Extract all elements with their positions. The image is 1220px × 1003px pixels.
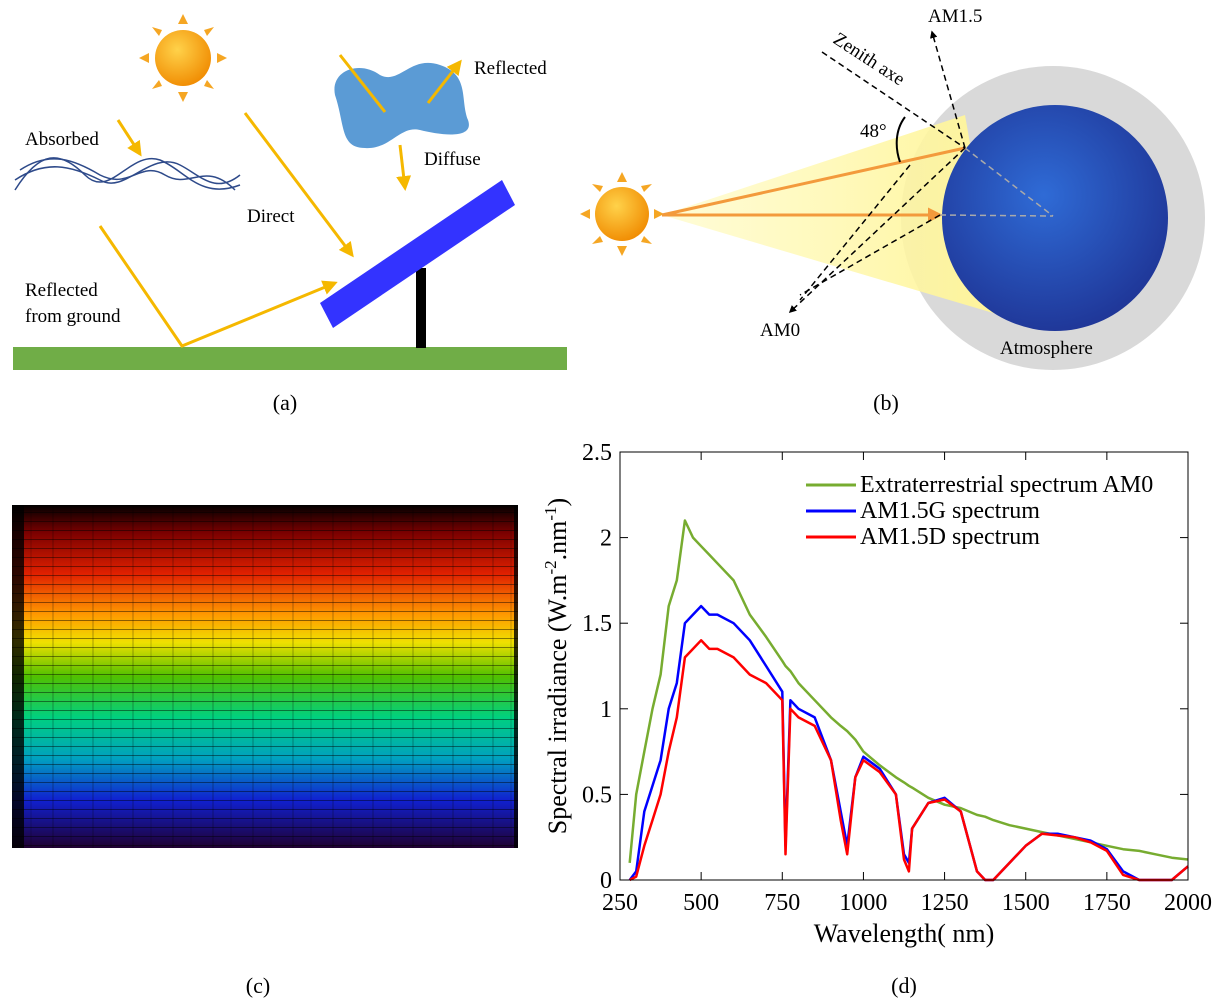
x-tick-label: 1000 [839, 890, 887, 916]
y-axis-label: Spectral irradiance (W.m-2.nm-1) [541, 498, 572, 834]
absorption-lines [12, 505, 518, 848]
solar-panel [320, 180, 515, 328]
label-line: from ground [25, 306, 121, 327]
legend-label: Extraterrestrial spectrum AM0 [860, 472, 1153, 498]
ray [661, 146, 966, 217]
x-tick-label: 250 [602, 890, 638, 916]
caption: (b) [873, 390, 899, 415]
zenith-axis [821, 51, 966, 149]
x-tick-label: 2000 [1164, 890, 1212, 916]
y-tick-label: 0 [600, 868, 612, 894]
arrow [799, 164, 911, 301]
earth [942, 105, 1168, 331]
cloud [334, 62, 469, 149]
label: Diffuse [424, 149, 481, 170]
legend-label: AM1.5G spectrum [860, 498, 1040, 524]
y-tick-label: 2.5 [582, 440, 612, 466]
label: Atmosphere [1000, 338, 1093, 359]
y-tick-label: 1 [600, 697, 612, 723]
caption: (a) [273, 390, 297, 415]
y-tick-label: 1.5 [582, 611, 612, 637]
y-tick-label: 0.5 [582, 782, 612, 808]
x-tick-label: 750 [764, 890, 800, 916]
rays [98, 54, 462, 348]
arrow [799, 214, 941, 296]
label: Zenith axe [829, 29, 908, 91]
label: 48° [860, 121, 887, 142]
caption: (d) [891, 973, 917, 998]
panel-d: (d) 250 500 750 1000 1250 1500 1750 2000 0 0.5 1 1.… [541, 440, 1212, 998]
label: Reflected [474, 58, 547, 79]
legend-label: AM1.5D spectrum [860, 524, 1040, 550]
label: Reflected from ground [25, 280, 121, 327]
series-line [628, 604, 1189, 882]
panel-b: AM1.5 Zenith axe 48° AM0 Atmosphere (b) [580, 6, 1205, 415]
series-line [628, 519, 1189, 864]
y-axis-label-part: Spectral irradiance (W.m [543, 575, 572, 835]
panel-a: Absorbed Direct Reflected Diffuse Reflec… [13, 14, 567, 415]
y-tick-label: 2 [600, 526, 612, 552]
waves [14, 157, 241, 191]
plot-frame [619, 451, 1189, 881]
caption: (c) [246, 973, 270, 998]
panel-c: (c) [12, 505, 518, 998]
dashed-line [939, 214, 1054, 217]
x-tick-label: 1250 [921, 890, 969, 916]
x-tick-label: 1500 [1002, 890, 1050, 916]
dashed-line [964, 147, 1054, 217]
y-axis-label-part: -2 [541, 560, 560, 574]
ground [13, 347, 567, 370]
label: AM0 [760, 320, 800, 341]
sun [580, 172, 664, 256]
panel-post [416, 268, 426, 348]
y-axis-label-part: -1 [541, 506, 560, 520]
x-tick-label: 1750 [1083, 890, 1131, 916]
arrow [930, 30, 966, 149]
angle-arc [895, 116, 906, 163]
sun [139, 14, 227, 102]
label: Absorbed [25, 129, 99, 150]
label-line: Reflected [25, 280, 98, 301]
x-tick-label: 500 [683, 890, 719, 916]
y-axis-label-part: .nm [543, 521, 572, 561]
series-line [629, 639, 1189, 882]
label: Direct [247, 206, 295, 227]
x-axis-label: Wavelength( nm) [814, 919, 995, 948]
y-axis-label-part: ) [543, 498, 572, 507]
label: AM1.5 [928, 6, 982, 27]
